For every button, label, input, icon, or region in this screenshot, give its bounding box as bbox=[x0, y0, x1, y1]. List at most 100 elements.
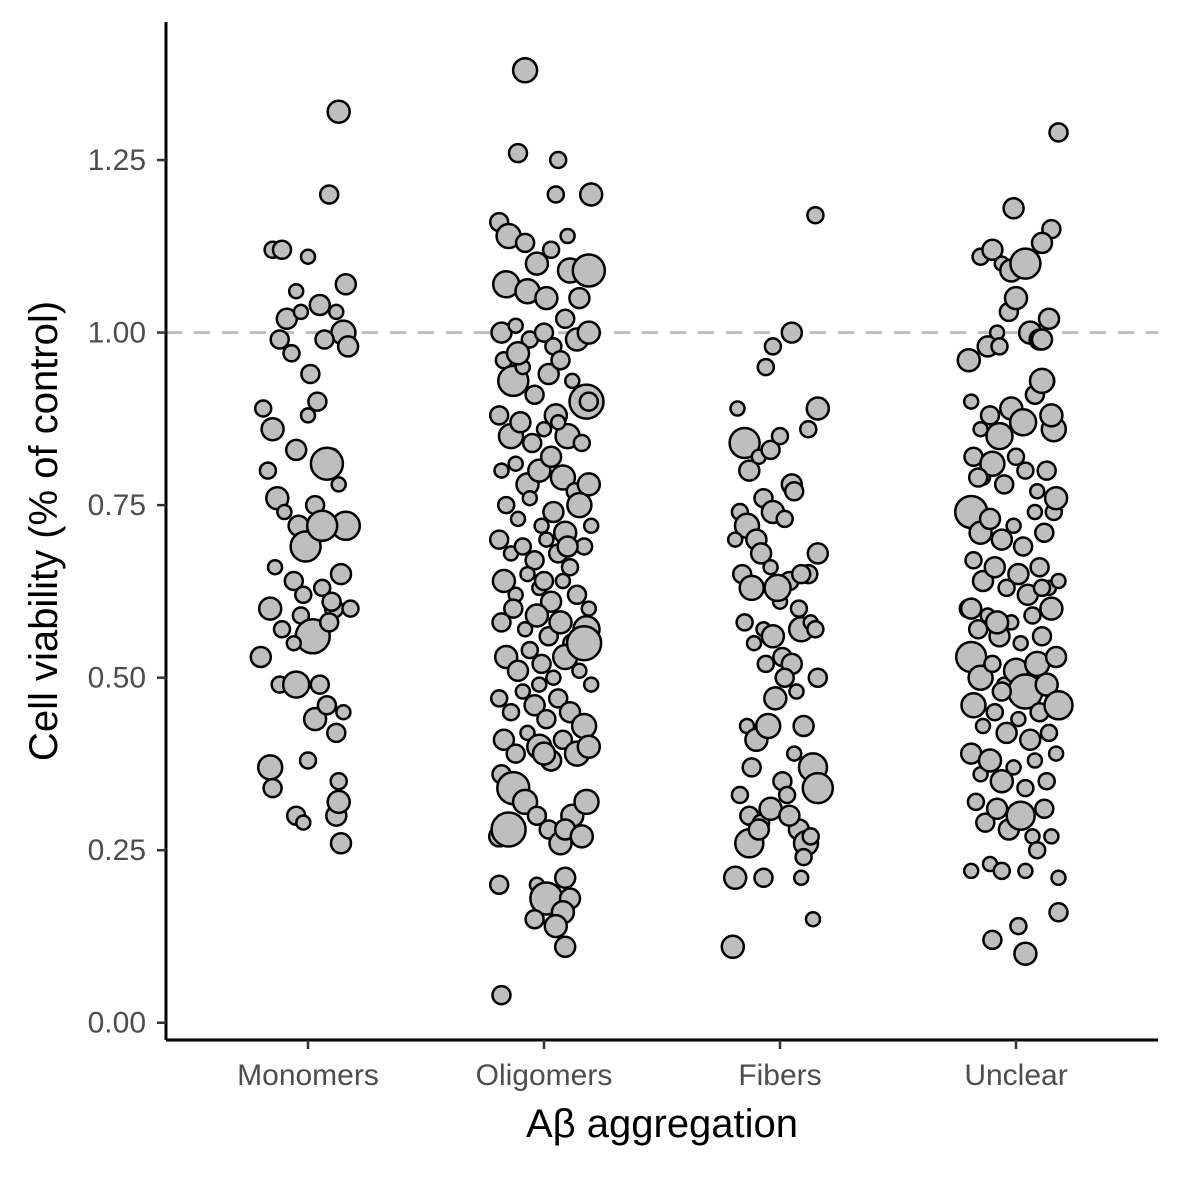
data-point bbox=[1016, 778, 1035, 798]
data-point bbox=[507, 142, 529, 164]
data-point bbox=[283, 570, 305, 592]
data-point bbox=[979, 405, 1001, 426]
data-point bbox=[559, 227, 576, 245]
data-point bbox=[997, 578, 1016, 598]
data-point bbox=[307, 391, 328, 412]
data-point bbox=[728, 426, 761, 460]
data-point bbox=[1043, 690, 1074, 721]
data-point bbox=[789, 599, 809, 618]
data-point bbox=[549, 464, 577, 491]
data-point bbox=[989, 768, 1015, 794]
data-point bbox=[780, 321, 804, 344]
data-point bbox=[806, 205, 825, 225]
y-axis-title: Cell viability (% of control) bbox=[22, 301, 66, 761]
data-point bbox=[1002, 197, 1025, 220]
data-point bbox=[1037, 307, 1061, 331]
x-axis-title: Aβ aggregation bbox=[526, 1102, 798, 1146]
data-point bbox=[962, 862, 980, 880]
data-point bbox=[299, 407, 317, 424]
data-point bbox=[580, 600, 598, 617]
data-point bbox=[960, 692, 987, 719]
data-point bbox=[556, 535, 579, 558]
data-point bbox=[513, 537, 533, 556]
data-point bbox=[582, 517, 600, 535]
data-point bbox=[760, 439, 781, 461]
data-point bbox=[256, 754, 284, 781]
data-point bbox=[571, 253, 607, 288]
data-point bbox=[806, 542, 830, 565]
data-point bbox=[783, 481, 805, 502]
data-point bbox=[1012, 634, 1029, 652]
data-point bbox=[262, 777, 283, 799]
data-point bbox=[1018, 728, 1042, 752]
data-point bbox=[745, 634, 763, 652]
y-tick-label: 1.00 bbox=[88, 317, 146, 350]
data-point bbox=[535, 420, 553, 438]
data-point bbox=[964, 551, 983, 570]
data-point bbox=[531, 653, 552, 675]
data-point bbox=[553, 935, 577, 959]
data-point bbox=[547, 688, 569, 709]
data-point bbox=[1010, 710, 1027, 728]
data-point bbox=[992, 861, 1012, 881]
data-point bbox=[292, 303, 310, 321]
data-point bbox=[1050, 572, 1067, 590]
data-point bbox=[753, 867, 774, 889]
data-point bbox=[1036, 460, 1057, 481]
data-point bbox=[514, 683, 532, 700]
data-point bbox=[566, 491, 593, 519]
y-tick-label: 0.50 bbox=[88, 662, 146, 695]
data-point bbox=[1027, 840, 1047, 860]
data-point bbox=[294, 585, 313, 605]
data-point bbox=[490, 811, 527, 848]
data-point bbox=[550, 349, 571, 371]
data-point bbox=[554, 308, 576, 330]
data-point bbox=[1039, 723, 1059, 743]
data-point bbox=[1032, 578, 1052, 598]
data-point bbox=[285, 634, 303, 652]
data-point bbox=[543, 913, 569, 939]
data-point bbox=[729, 400, 746, 417]
data-point bbox=[539, 445, 563, 469]
data-point bbox=[511, 57, 539, 84]
data-point bbox=[738, 574, 765, 602]
data-point bbox=[503, 598, 524, 619]
y-tick-label: 0.25 bbox=[88, 834, 146, 867]
y-tick-label: 0.75 bbox=[88, 489, 146, 522]
data-point bbox=[330, 476, 347, 493]
data-point bbox=[741, 757, 762, 778]
data-point bbox=[804, 910, 822, 928]
data-point bbox=[792, 869, 810, 887]
data-point bbox=[1043, 828, 1060, 845]
data-point bbox=[993, 474, 1015, 495]
data-point bbox=[738, 459, 761, 482]
data-point bbox=[1016, 461, 1035, 480]
x-tick-label: Unclear bbox=[964, 1059, 1067, 1092]
data-point bbox=[299, 248, 317, 265]
data-point bbox=[1028, 483, 1046, 500]
data-point bbox=[326, 789, 351, 815]
data-point bbox=[990, 528, 1014, 551]
data-point bbox=[569, 824, 595, 849]
data-point bbox=[539, 590, 563, 613]
data-point bbox=[1050, 869, 1067, 887]
data-point bbox=[507, 317, 524, 334]
data-point bbox=[1009, 247, 1042, 280]
data-point bbox=[312, 578, 332, 598]
data-point bbox=[335, 703, 352, 721]
data-point bbox=[491, 984, 512, 1006]
data-point bbox=[582, 676, 600, 693]
data-point bbox=[249, 645, 273, 669]
data-point bbox=[516, 621, 534, 638]
data-point bbox=[775, 509, 794, 529]
data-point bbox=[756, 357, 776, 377]
data-point bbox=[266, 558, 284, 576]
data-point bbox=[309, 674, 331, 695]
data-point bbox=[1013, 941, 1038, 966]
data-point bbox=[990, 337, 1009, 356]
data-point bbox=[1005, 800, 1036, 831]
data-point bbox=[281, 670, 311, 699]
data-point bbox=[1012, 536, 1034, 557]
data-point bbox=[571, 662, 588, 680]
data-point bbox=[1028, 367, 1056, 395]
